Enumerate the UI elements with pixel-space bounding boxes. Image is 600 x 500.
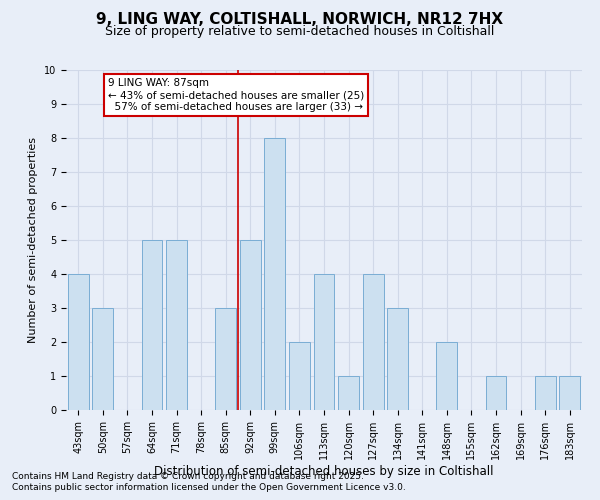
X-axis label: Distribution of semi-detached houses by size in Coltishall: Distribution of semi-detached houses by … xyxy=(154,464,494,477)
Bar xyxy=(215,308,236,410)
Bar xyxy=(314,274,334,410)
Text: 9, LING WAY, COLTISHALL, NORWICH, NR12 7HX: 9, LING WAY, COLTISHALL, NORWICH, NR12 7… xyxy=(97,12,503,28)
Bar xyxy=(436,342,457,410)
Bar xyxy=(535,376,556,410)
Text: Size of property relative to semi-detached houses in Coltishall: Size of property relative to semi-detach… xyxy=(106,25,494,38)
Bar xyxy=(485,376,506,410)
Bar xyxy=(559,376,580,410)
Bar xyxy=(265,138,286,410)
Bar xyxy=(387,308,408,410)
Bar xyxy=(362,274,383,410)
Bar xyxy=(338,376,359,410)
Text: Contains HM Land Registry data © Crown copyright and database right 2025.: Contains HM Land Registry data © Crown c… xyxy=(12,472,364,481)
Text: Contains public sector information licensed under the Open Government Licence v3: Contains public sector information licen… xyxy=(12,484,406,492)
Bar xyxy=(92,308,113,410)
Bar xyxy=(68,274,89,410)
Bar xyxy=(240,240,261,410)
Bar xyxy=(166,240,187,410)
Text: 9 LING WAY: 87sqm
← 43% of semi-detached houses are smaller (25)
  57% of semi-d: 9 LING WAY: 87sqm ← 43% of semi-detached… xyxy=(108,78,364,112)
Bar xyxy=(142,240,163,410)
Bar xyxy=(289,342,310,410)
Y-axis label: Number of semi-detached properties: Number of semi-detached properties xyxy=(28,137,38,343)
